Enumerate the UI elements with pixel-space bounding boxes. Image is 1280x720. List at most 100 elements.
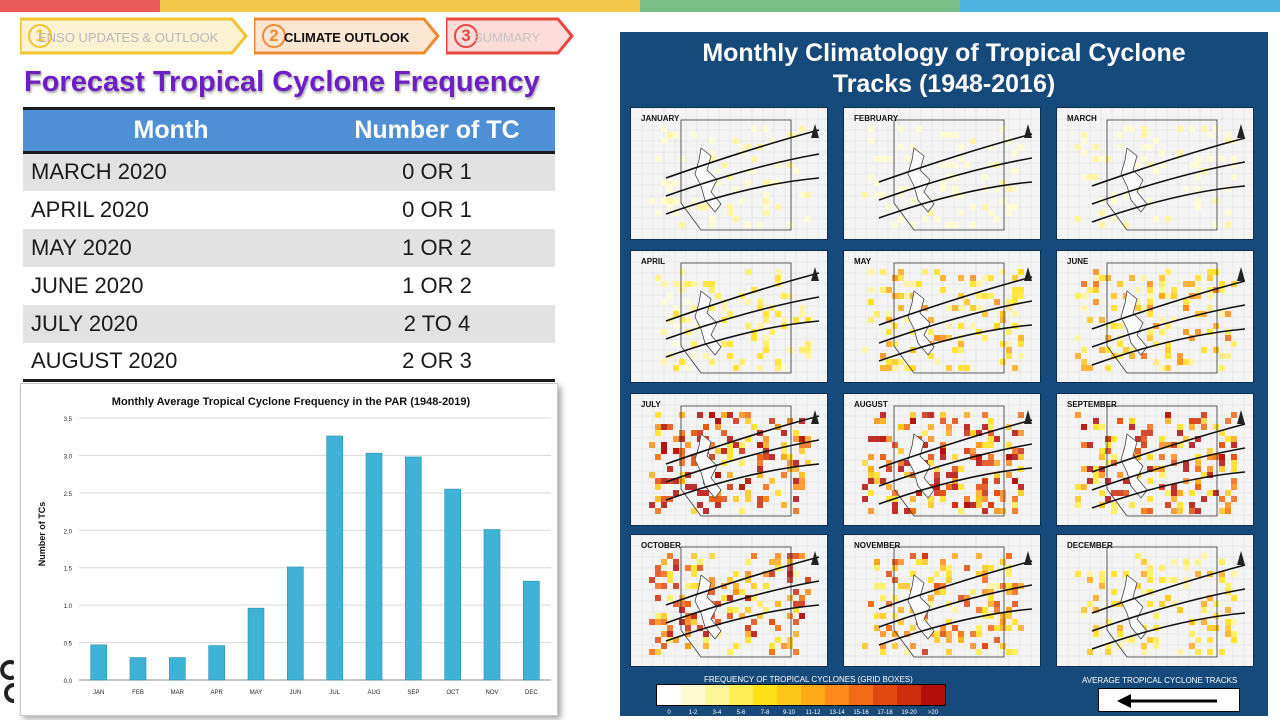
heat-cell	[709, 583, 715, 589]
heat-cell	[649, 577, 655, 583]
heat-cell	[1207, 472, 1213, 478]
heat-cell	[805, 460, 811, 466]
heat-cell	[757, 472, 763, 478]
heat-cell	[892, 442, 898, 448]
heat-cell	[1141, 559, 1147, 565]
heat-cell	[1111, 571, 1117, 577]
heat-cell	[952, 418, 958, 424]
heat-cell	[781, 317, 787, 323]
heat-cell	[886, 311, 892, 317]
heat-cell	[1195, 571, 1201, 577]
heat-cell	[1225, 311, 1231, 317]
heat-cell	[958, 156, 964, 162]
heat-cell	[1219, 559, 1225, 565]
heat-cell	[940, 631, 946, 637]
heat-cell	[745, 269, 751, 275]
heat-cell	[922, 269, 928, 275]
heat-cell	[691, 571, 697, 577]
heat-cell	[739, 198, 745, 204]
average-track-line	[665, 463, 820, 501]
heat-cell	[703, 508, 709, 514]
heat-cell	[787, 613, 793, 619]
heat-cell	[787, 222, 793, 228]
heat-cell	[1117, 281, 1123, 287]
heat-cell	[1012, 649, 1018, 655]
philippines-outline	[694, 147, 722, 213]
heat-cell	[964, 299, 970, 305]
heat-cell	[775, 204, 781, 210]
heat-cell	[691, 553, 697, 559]
heat-cell	[769, 649, 775, 655]
legend-average-tracks-label: AVERAGE TROPICAL CYCLONE TRACKS	[1082, 676, 1238, 685]
heat-cell	[1006, 571, 1012, 577]
heat-cell	[1177, 490, 1183, 496]
heat-cell	[1183, 577, 1189, 583]
heat-cell	[1147, 637, 1153, 643]
heat-cell	[1153, 625, 1159, 631]
heat-cell	[661, 631, 667, 637]
climatology-title-line-2: Tracks (1948-2016)	[832, 70, 1056, 98]
heat-cell	[787, 577, 793, 583]
y-tick-label: 1.0	[64, 604, 73, 610]
heat-cell	[1195, 466, 1201, 472]
heat-cell	[994, 436, 1000, 442]
heat-cell	[880, 631, 886, 637]
track-map-svg	[631, 535, 827, 666]
step-summary[interactable]: 3 SUMMARY	[446, 17, 576, 55]
heat-cell	[886, 287, 892, 293]
heat-cell	[1201, 347, 1207, 353]
heat-cell	[751, 553, 757, 559]
heat-cell	[946, 472, 952, 478]
climatology-panel: Monthly Climatology of Tropical Cyclone …	[620, 32, 1268, 716]
heat-cell	[787, 454, 793, 460]
heat-cell	[1111, 436, 1117, 442]
north-arrow-icon	[811, 267, 819, 281]
climatology-map-may: MAY	[843, 250, 1041, 383]
heat-cell	[781, 454, 787, 460]
heat-cell	[1207, 454, 1213, 460]
heat-cell	[793, 649, 799, 655]
heat-cell	[1207, 156, 1213, 162]
heat-cell	[1201, 418, 1207, 424]
heat-cell	[982, 335, 988, 341]
heat-cell	[721, 448, 727, 454]
step-climate-outlook[interactable]: 2 CLIMATE OUTLOOK	[254, 17, 440, 55]
heat-cell	[709, 222, 715, 228]
heat-cell	[1012, 496, 1018, 502]
tc-count-cell: 2 TO 4	[319, 304, 555, 343]
heat-cell	[763, 317, 769, 323]
heat-cell	[994, 299, 1000, 305]
heat-cell	[1111, 502, 1117, 508]
heat-cell	[886, 204, 892, 210]
heat-cell	[739, 508, 745, 514]
heat-cell	[880, 595, 886, 601]
bar-sep	[405, 456, 422, 681]
heat-cell	[976, 607, 982, 613]
heat-cell	[1201, 553, 1207, 559]
heat-cell	[709, 442, 715, 448]
x-tick-label: NOV	[485, 690, 498, 696]
heat-cell	[787, 553, 793, 559]
step-3-label: SUMMARY	[474, 30, 541, 45]
heat-cell	[775, 637, 781, 643]
step-enso-updates[interactable]: 1 ENSO UPDATES & OUTLOOK	[20, 17, 248, 55]
heat-cell	[661, 359, 667, 365]
heat-cell	[1012, 583, 1018, 589]
heat-cell	[673, 323, 679, 329]
heat-cell	[1231, 442, 1237, 448]
heat-cell	[1081, 424, 1087, 430]
heat-cell	[892, 595, 898, 601]
heat-cell	[976, 571, 982, 577]
heat-cell	[1087, 442, 1093, 448]
legend-swatch-label: 7-8	[760, 710, 770, 716]
heat-cell	[1171, 317, 1177, 323]
heat-cell	[994, 323, 1000, 329]
heat-cell	[934, 269, 940, 275]
heat-cell	[661, 619, 667, 625]
heat-cell	[1099, 275, 1105, 281]
heat-cell	[691, 484, 697, 490]
heat-cell	[727, 649, 733, 655]
heat-cell	[679, 448, 685, 454]
heat-cell	[1147, 335, 1153, 341]
month-cell: JUNE 2020	[31, 272, 144, 298]
